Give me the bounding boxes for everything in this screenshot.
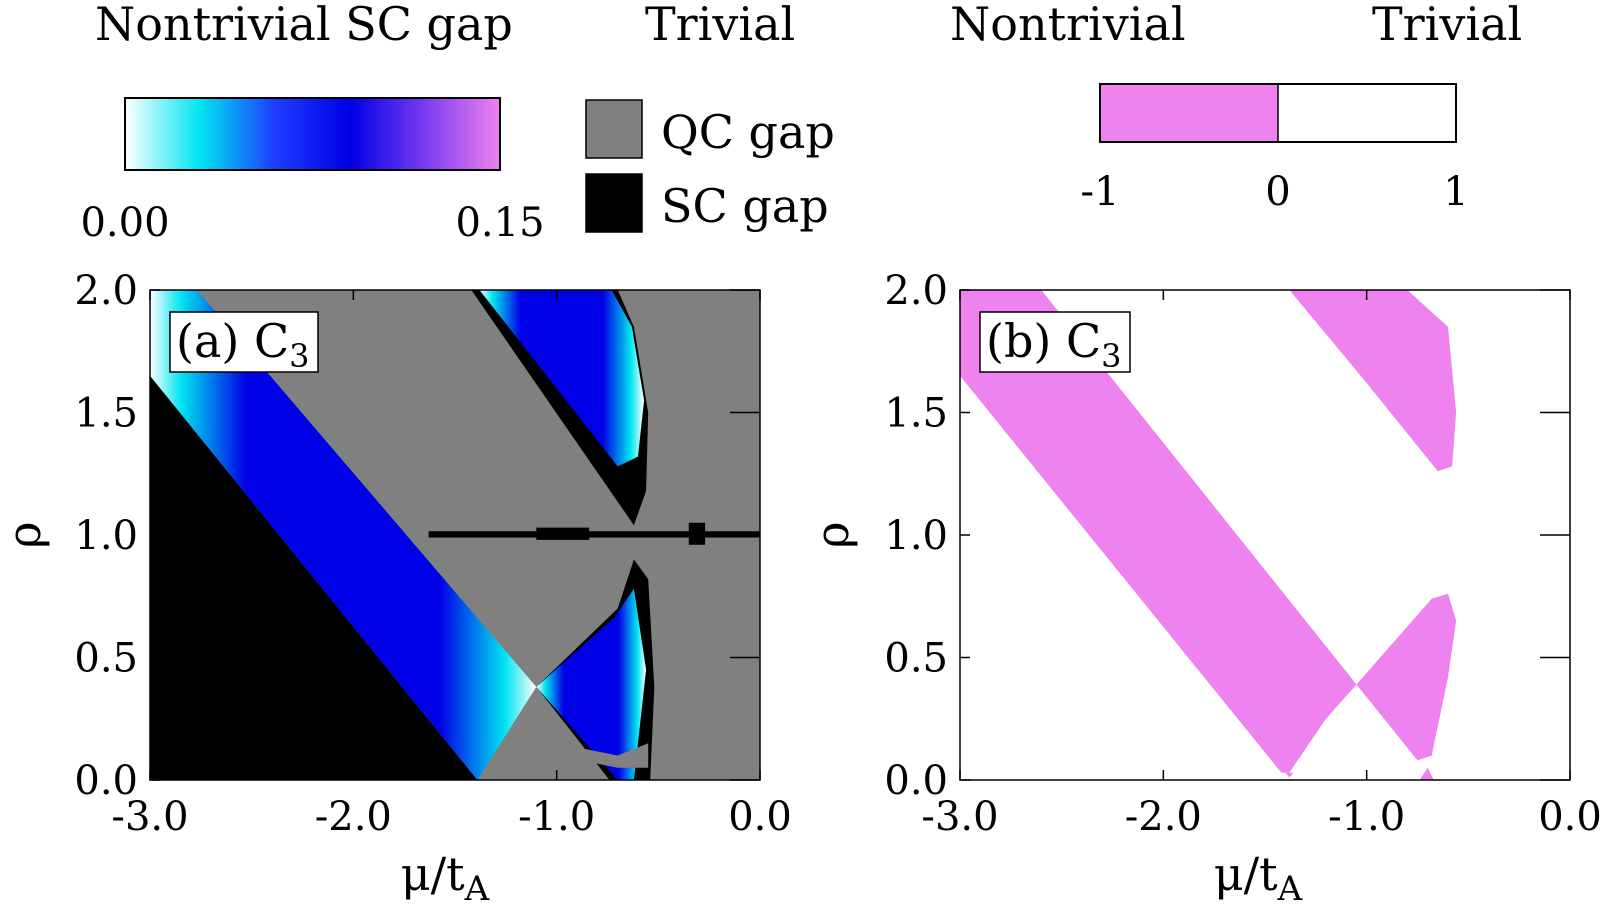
- panel-b-ytick-label: 2.0: [884, 268, 948, 314]
- sign-colorbar-tick: -1: [1081, 169, 1120, 215]
- sign-colorbar-nontrivial: [1100, 84, 1278, 142]
- panel-a: -3.0 -2.0 -1.0 0.00.00.51.01.52.0 (a) C3 ρ …: [0, 268, 792, 909]
- gap-colorbar-header-left: Nontrivial SC gap: [95, 0, 513, 51]
- panel-b-ytick-label: 0.0: [884, 758, 948, 804]
- panel-b: -3.0 -2.0 -1.0 0.00.00.51.01.52.0 (b) C3 ρ …: [805, 268, 1602, 909]
- panel-a-region-qc-gap: [556, 743, 649, 768]
- panel-a-xtick-label: -2.0: [315, 794, 392, 840]
- panel-b-plot-area: [960, 290, 1570, 780]
- panel-b-region-nontrivial: [1419, 767, 1434, 780]
- panel-a-label-subscript: 3: [289, 337, 309, 375]
- panel-b-region-nontrivial: [1289, 290, 1457, 472]
- panel-b-label-subscript: 3: [1101, 337, 1121, 375]
- panel-a-ytick-label: 0.0: [74, 758, 138, 804]
- panel-a-xlabel: μ/t: [401, 847, 465, 901]
- sign-colorbar-trivial: [1278, 84, 1456, 142]
- swatch-qc-gap: [585, 99, 643, 159]
- panel-a-xlabel-subscript: A: [464, 869, 490, 909]
- panel-b-region-nontrivial: [1356, 593, 1457, 761]
- gap-colorbar-max-label: 0.15: [455, 200, 544, 246]
- panel-a-region-nontrivial-sc-gap: [536, 588, 647, 780]
- sign-colorbar-header-right: Trivial: [1372, 0, 1522, 51]
- svg-text:(b) C3: (b) C3: [986, 314, 1122, 375]
- panel-b-xtick-label: 0.0: [1538, 794, 1602, 840]
- sign-colorbar-tick: 0: [1265, 169, 1290, 215]
- panel-a-label: (a) C: [176, 314, 289, 368]
- panel-a-region-sc-gap: [688, 522, 706, 545]
- gap-colorbar-header-right: Trivial: [645, 0, 795, 51]
- panel-a-label-box: (a) C3: [169, 311, 319, 375]
- svg-text:μ/tA: μ/tA: [1214, 847, 1303, 909]
- panel-b-ylabel: ρ: [805, 521, 859, 548]
- swatch-sc-gap-label: SC gap: [661, 179, 829, 233]
- panel-a-xtick-label: -3.0: [111, 794, 188, 840]
- panel-a-ylabel: ρ: [0, 521, 51, 548]
- panel-a-ytick-label: 2.0: [74, 268, 138, 314]
- panel-a-xtick-label: 0.0: [728, 794, 792, 840]
- panel-a-ytick-label: 1.5: [74, 391, 138, 437]
- sign-colorbar-tick: 1: [1443, 169, 1468, 215]
- panel-b-region-nontrivial: [960, 290, 1357, 773]
- panel-b-xlabel-subscript: A: [1277, 869, 1303, 909]
- panel-b-xtick-label: -3.0: [921, 794, 998, 840]
- panel-a-region-nontrivial-sc-gap: [150, 290, 537, 780]
- panel-b-ytick-label: 0.5: [884, 636, 948, 682]
- swatch-sc-gap: [585, 173, 643, 233]
- panel-a-axes: -3.0 -2.0 -1.0 0.0 0.0 0.5 1.0 1.5 2.0: [74, 268, 791, 840]
- legend: Nontrivial SC gap Trivial 0.00 0.15 QC g…: [80, 0, 1522, 246]
- panel-a-plot-area: [150, 290, 760, 780]
- sign-colorbar-header-left: Nontrivial: [950, 0, 1186, 51]
- panel-b-xlabel: μ/t: [1214, 847, 1278, 901]
- panel-b-label: (b) C: [986, 314, 1101, 368]
- panel-b-region-nontrivial: [1285, 772, 1294, 778]
- panel-a-region-sc-gap: [536, 527, 590, 540]
- panel-b-xtick-label: -2.0: [1125, 794, 1202, 840]
- panel-b-label-box: (b) C3: [979, 311, 1131, 375]
- gap-colorbar-min-label: 0.00: [80, 200, 169, 246]
- svg-text:μ/tA: μ/tA: [401, 847, 490, 909]
- swatch-qc-gap-label: QC gap: [661, 105, 835, 159]
- panel-a-ytick-label: 1.0: [74, 513, 138, 559]
- panel-b-xtick-label: -1.0: [1328, 794, 1405, 840]
- panel-a-xtick-label: -1.0: [518, 794, 595, 840]
- panel-a-region-sc-gap: [428, 531, 760, 538]
- panel-b-ytick-label: 1.0: [884, 513, 948, 559]
- panel-a-region-nontrivial-sc-gap: [479, 290, 645, 467]
- gap-colorbar: [124, 97, 501, 171]
- panel-a-ytick-label: 0.5: [74, 636, 138, 682]
- svg-text:(a) C3: (a) C3: [176, 314, 310, 375]
- panel-b-axes: -3.0 -2.0 -1.0 0.0 0.0 0.5 1.0 1.5 2.0: [884, 268, 1601, 840]
- panel-b-ytick-label: 1.5: [884, 391, 948, 437]
